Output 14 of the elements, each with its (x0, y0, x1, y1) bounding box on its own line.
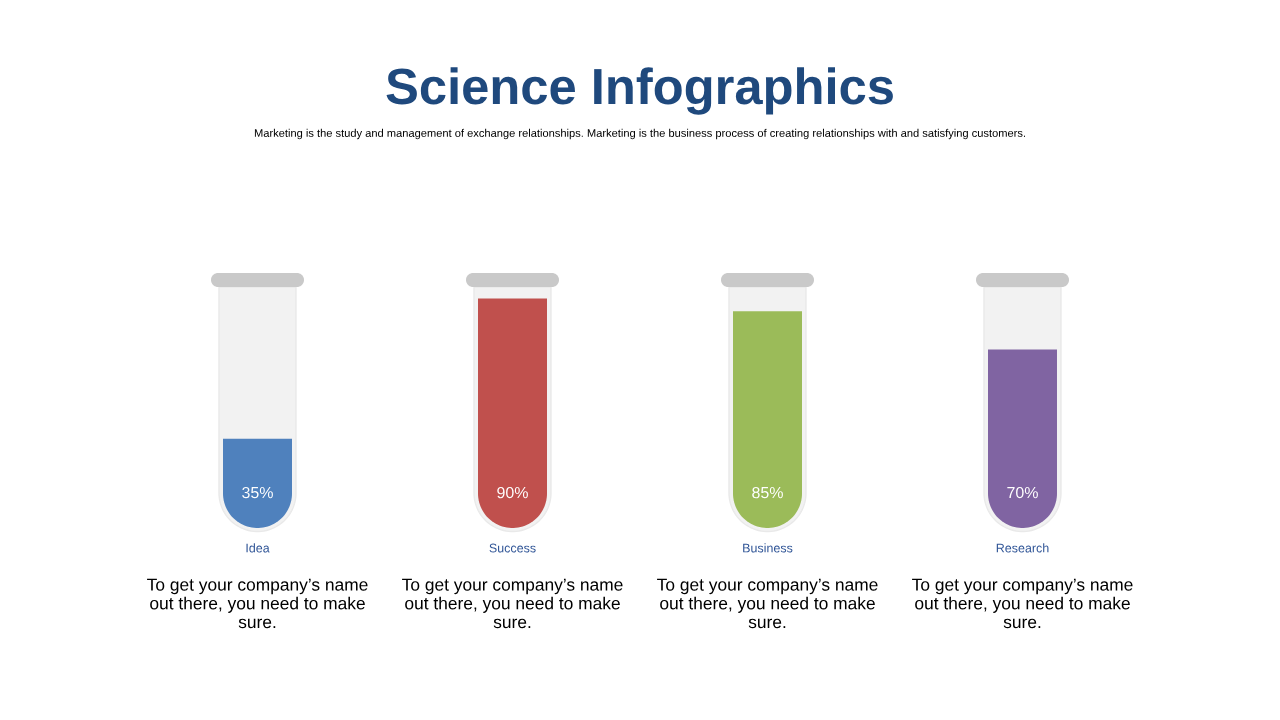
x-tick-label: Business (743, 543, 793, 553)
text: To get your company’s name out there, you need to make sure. (402, 578, 623, 629)
x-tick-label: Success (489, 543, 536, 553)
chart-title: Science Infographics (386, 67, 893, 115)
text: To get your company’s name out there, you need to make sure. (147, 578, 368, 629)
chart-subtitle: Marketing is the study and management of exchange relationships. Marketing is the business process of creating relationships with and satisfying customers. (254, 128, 1026, 140)
data-label: 85% (752, 486, 783, 499)
text: To get your company’s name out there, you need to make sure. (657, 578, 878, 629)
x-tick-label: Idea (246, 543, 270, 553)
x-tick-label: Research (996, 543, 1049, 553)
text: To get your company’s name out there, you need to make sure. (912, 578, 1133, 629)
data-label: 90% (497, 486, 528, 499)
data-label: 35% (242, 486, 273, 499)
data-label: 70% (1007, 486, 1038, 499)
